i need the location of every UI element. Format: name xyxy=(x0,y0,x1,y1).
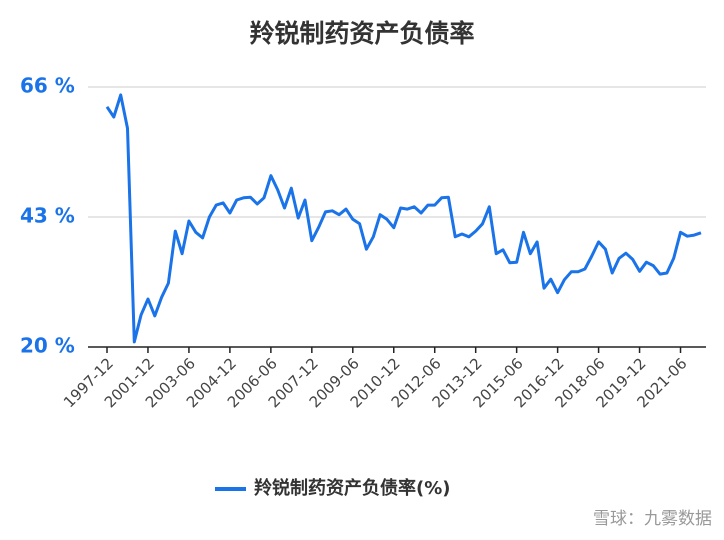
data-line xyxy=(105,93,702,344)
legend-label: 羚锐制药资产负债率(%) xyxy=(254,477,451,499)
y-tick-label: 43 % xyxy=(20,204,75,228)
chart-title: 羚锐制药资产负债率 xyxy=(249,19,474,48)
watermark: 雪球：九雾数据 xyxy=(593,509,712,529)
y-tick-label: 20 % xyxy=(20,334,75,358)
y-tick-label: 66 % xyxy=(20,74,75,98)
